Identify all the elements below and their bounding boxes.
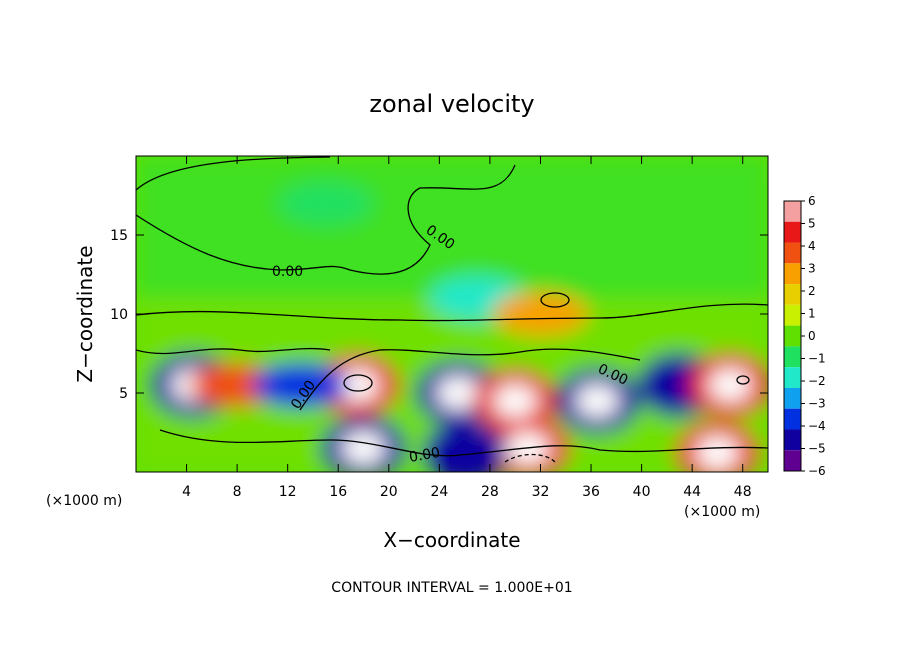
colorbar-swatch-4	[784, 284, 801, 305]
colorbar-swatch-7	[784, 346, 801, 368]
contour-label-1: 0.00	[272, 264, 303, 280]
x-unit-right: (×1000 m)	[684, 504, 760, 520]
x-unit-left: (×1000 m)	[46, 493, 122, 509]
contour-cell-1	[343, 374, 373, 392]
colorbar-swatch-2	[784, 242, 801, 264]
contour-cell-4	[504, 453, 556, 463]
x-tick-label-28: 28	[481, 484, 499, 500]
contour-upper-left	[136, 156, 331, 191]
x-tick-label-16: 16	[329, 484, 347, 500]
contour-mid-band	[136, 303, 768, 322]
x-tick-label-20: 20	[380, 484, 398, 500]
field-feature-core-11	[695, 436, 740, 471]
contour-cell-2	[736, 375, 750, 385]
contour-upper-band	[136, 164, 516, 275]
x-tick-label-36: 36	[582, 484, 600, 500]
x-tick-label-4: 4	[182, 484, 191, 500]
x-tick-label-40: 40	[633, 484, 651, 500]
x-tick-label-32: 32	[532, 484, 550, 500]
colorbar-tick-label-6: 0	[808, 329, 816, 343]
field-feature-core-6	[575, 383, 620, 418]
colorbar-swatch-10	[784, 408, 801, 430]
colorbar-tick-label-2: 4	[808, 239, 816, 253]
field-feature-core-8	[708, 368, 753, 403]
x-axis-label: X−coordinate	[383, 528, 520, 552]
x-tick-label-44: 44	[683, 484, 701, 500]
y-tick-label-10: 10	[110, 307, 128, 323]
x-tick-label-12: 12	[279, 484, 297, 500]
colorbar-tick-label-3: 3	[808, 262, 816, 276]
colorbar-tick-label-0: 6	[808, 194, 816, 208]
contour-interval-note: CONTOUR INTERVAL = 1.000E+01	[331, 580, 572, 596]
field-band-upper	[136, 156, 768, 299]
colorbar-swatch-6	[784, 325, 801, 347]
contour-lower-mid	[299, 348, 641, 411]
contour-lower-left	[136, 347, 331, 355]
field-feature-core-5	[493, 383, 538, 418]
colorbar-swatch-11	[784, 429, 801, 451]
field-feature-ring-15	[277, 181, 374, 226]
field-feature-ring-12	[422, 421, 507, 472]
x-tick-label-24: 24	[430, 484, 448, 500]
x-axis-ticks: 4 8 12 16 20 24 28 32 36 40 44 48	[182, 156, 752, 500]
colorbar-swatch-1	[784, 221, 801, 243]
colorbar-tick-label-1: 5	[808, 217, 816, 231]
y-tick-label-15: 15	[110, 228, 128, 244]
y-axis-label: Z−coordinate	[73, 245, 97, 382]
contour-cell-3	[540, 292, 570, 308]
colorbar-tick-label-12: −6	[808, 464, 826, 478]
colorbar-tick-label-11: −5	[808, 442, 826, 456]
chart-title: zonal velocity	[369, 90, 534, 118]
x-tick-label-8: 8	[233, 484, 242, 500]
colorbar-tick-label-7: −1	[808, 352, 826, 366]
field-feature-core-4	[436, 376, 481, 410]
colorbar-swatch-12	[784, 450, 801, 471]
colorbar-swatch-8	[784, 367, 801, 388]
colorbar-tick-label-9: −3	[808, 397, 826, 411]
colorbar-swatch-9	[784, 387, 801, 409]
colorbar-tick-label-5: 1	[808, 307, 816, 321]
field-feature-core-9	[341, 431, 386, 466]
contour-bottom	[159, 429, 768, 457]
field-feature-ring-14	[492, 292, 589, 336]
field-feature-core-1	[335, 368, 380, 403]
y-axis-ticks: 5 10 15	[110, 228, 768, 402]
zero-contours	[136, 156, 768, 463]
field-feature-ring-3	[252, 363, 349, 408]
y-tick-label-5: 5	[119, 386, 128, 402]
colorbar-tick-label-4: 2	[808, 284, 816, 298]
colorbar-tick-label-10: −4	[808, 419, 826, 433]
colorbar-swatch-0	[784, 201, 801, 222]
colorbar-tick-label-8: −2	[808, 374, 826, 388]
plot-area: 0.00 0.00 0.00 0.00 0.00	[136, 156, 768, 472]
contour-label-5: 0.00	[408, 445, 441, 466]
colorbar-swatch-3	[784, 263, 801, 285]
x-tick-label-48: 48	[734, 484, 752, 500]
colorbar: 6 5 4 3 2 1 0 −1 −2 −3 −4 −5 −6	[783, 194, 826, 478]
colorbar-swatch-5	[784, 304, 801, 326]
